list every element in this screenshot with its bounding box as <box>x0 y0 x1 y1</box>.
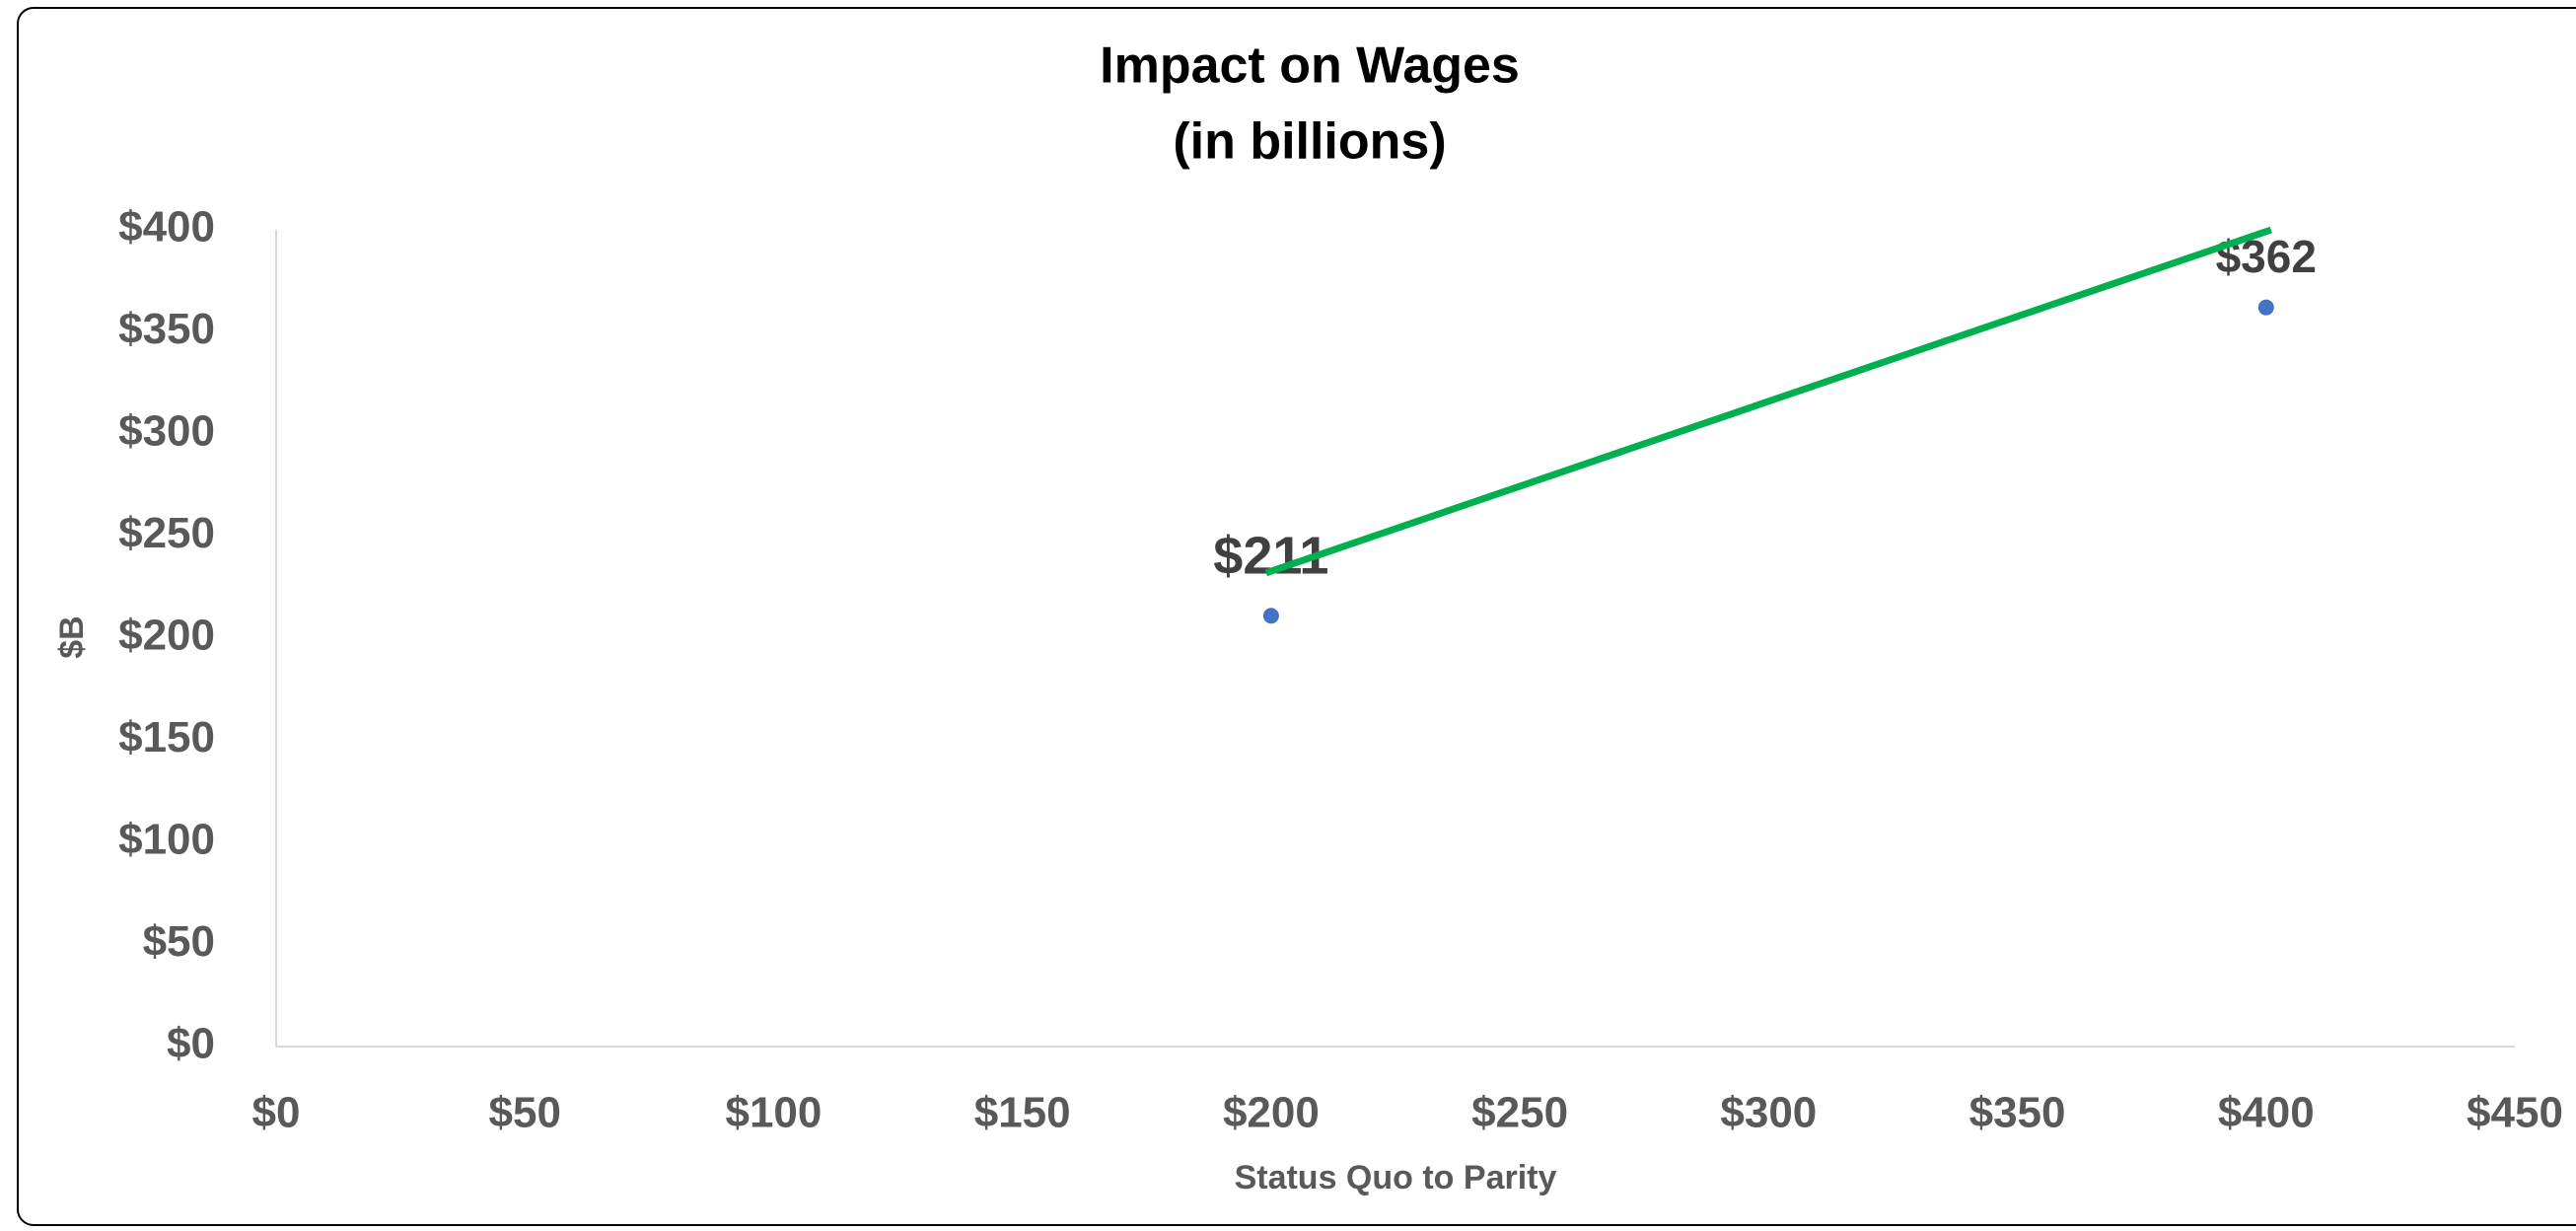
y-tick-label: $400 <box>118 203 215 252</box>
y-tick-label: $0 <box>167 1020 215 1068</box>
trend-line <box>1264 226 2272 577</box>
x-tick-label: $50 <box>489 1089 561 1137</box>
y-tick-label: $200 <box>118 612 215 660</box>
x-tick-label: $350 <box>1969 1089 2066 1137</box>
y-tick-label: $350 <box>118 305 215 353</box>
x-tick-label: $100 <box>725 1089 822 1137</box>
y-tick-label: $300 <box>118 407 215 456</box>
y-axis-title: $B <box>53 616 91 658</box>
x-tick-label: $200 <box>1223 1089 1320 1137</box>
point <box>2257 299 2274 316</box>
chart-title: Impact on Wages <box>1100 37 1520 95</box>
point <box>1262 608 1279 624</box>
chart-subtitle: (in billions) <box>1173 113 1446 171</box>
x-tick-label: $0 <box>252 1089 301 1137</box>
x-tick-label: $400 <box>2218 1089 2315 1137</box>
y-tick-label: $100 <box>118 816 215 864</box>
x-tick-label: $250 <box>1471 1089 1568 1137</box>
data-label: $362 <box>2216 231 2317 282</box>
x-tick-label: $150 <box>974 1089 1071 1137</box>
chart-frame <box>17 7 2576 1226</box>
y-tick-label: $250 <box>118 509 215 557</box>
x-tick-label: $300 <box>1720 1089 1817 1137</box>
y-tick-label: $50 <box>143 917 215 966</box>
y-tick-label: $150 <box>118 713 215 761</box>
x-tick-label: $450 <box>2467 1089 2563 1137</box>
x-axis-title: Status Quo to Parity <box>1235 1159 1557 1196</box>
